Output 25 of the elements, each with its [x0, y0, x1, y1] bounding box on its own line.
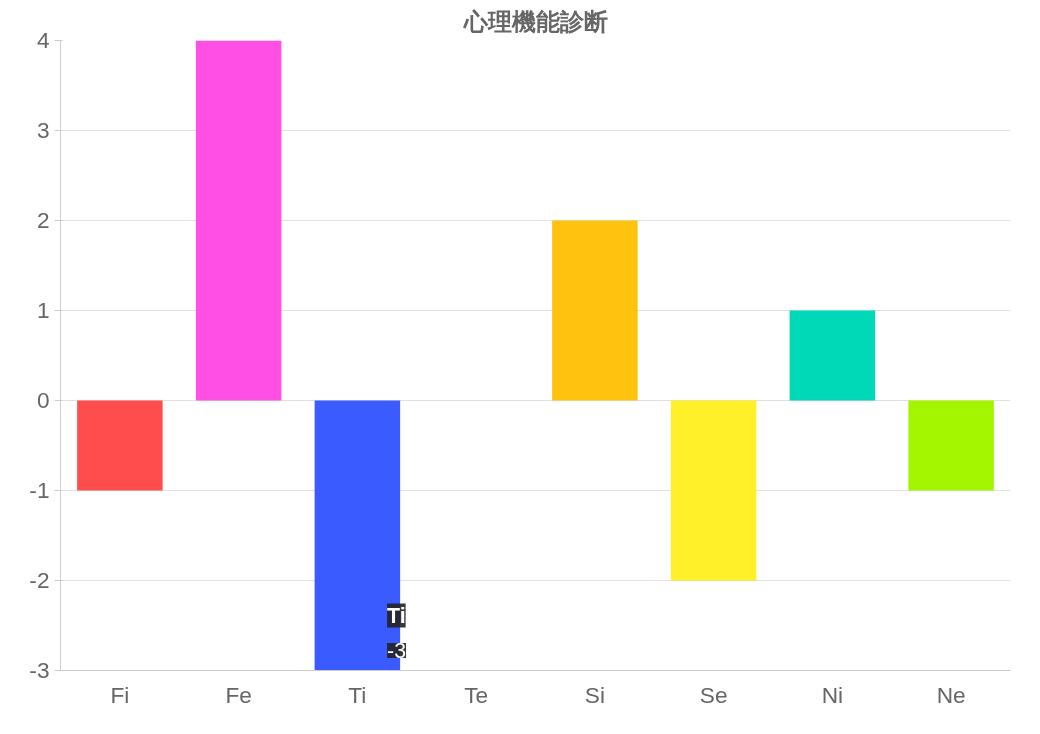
bar: [77, 400, 163, 491]
bar: [789, 310, 876, 401]
y-tick-label: -2: [29, 567, 50, 593]
x-tick-label: Fe: [225, 681, 252, 708]
bar: [670, 400, 757, 581]
annotation: Ti: [387, 603, 406, 628]
x-tick-label: Fi: [110, 681, 130, 708]
y-tick-label: 0: [36, 387, 50, 413]
bar: [908, 400, 994, 491]
x-tick-label: Ne: [936, 681, 966, 708]
y-tick-label: 3: [36, 117, 50, 143]
x-tick-label: Se: [699, 681, 728, 708]
y-tick-label: 1: [36, 297, 50, 323]
x-tick-label: Si: [584, 681, 605, 708]
y-tick-label: 2: [36, 207, 50, 233]
annotation: -3: [387, 639, 407, 663]
x-tick-label: Te: [464, 681, 489, 708]
y-tick-label: -1: [29, 477, 50, 503]
y-tick-label: 4: [36, 27, 50, 53]
bar: [552, 220, 638, 401]
bar: [195, 40, 282, 401]
x-tick-label: Ti: [348, 681, 367, 708]
chart-title: 心理機能診断: [462, 7, 608, 36]
x-tick-label: Ni: [821, 681, 844, 708]
y-tick-label: -3: [29, 657, 50, 683]
